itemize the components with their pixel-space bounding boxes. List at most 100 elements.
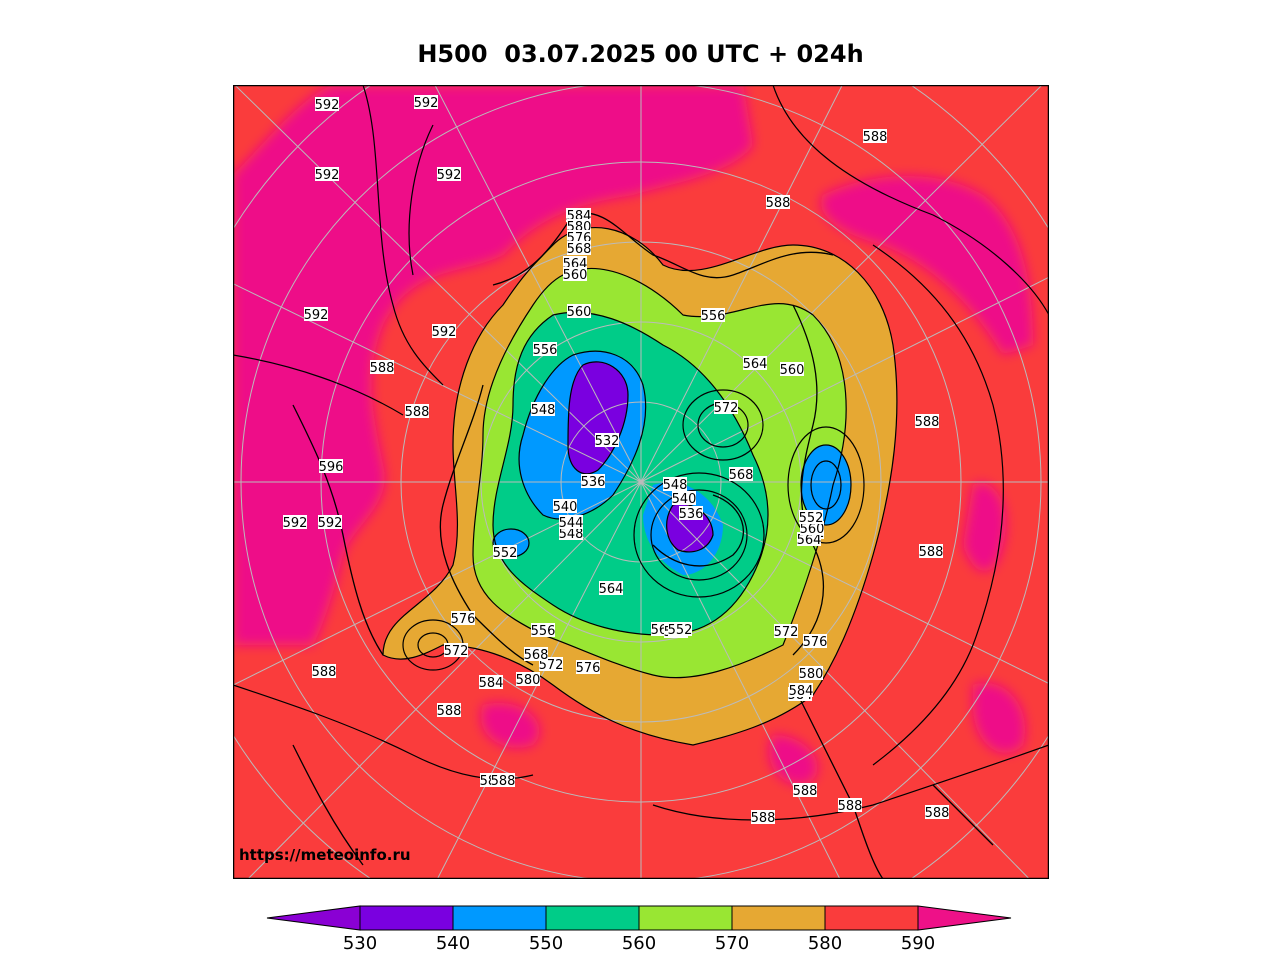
colorbar-segment (731, 905, 826, 931)
contour-label: 588 (915, 414, 940, 430)
svg-text:560: 560 (780, 363, 805, 378)
contour-label: 572 (714, 400, 739, 416)
svg-text:596: 596 (319, 460, 344, 475)
contour-label: 544 (559, 515, 583, 531)
contour-label: 552 (668, 622, 693, 638)
svg-text:580: 580 (516, 673, 541, 688)
contour-label: 576 (803, 634, 827, 650)
svg-text:552: 552 (668, 623, 693, 638)
svg-text:540: 540 (672, 492, 697, 507)
contour-label: 592 (304, 307, 328, 323)
contour-label: 596 (319, 459, 344, 475)
contour-label: 568 (524, 647, 549, 663)
svg-text:588: 588 (838, 799, 863, 814)
contour-label: 592 (315, 167, 339, 183)
svg-text:564: 564 (743, 357, 768, 372)
svg-text:588: 588 (766, 196, 791, 211)
contour-label: 576 (576, 660, 601, 676)
svg-text:588: 588 (437, 704, 462, 719)
contour-label: 592 (414, 95, 438, 111)
svg-text:588: 588 (919, 545, 944, 560)
svg-text:540: 540 (553, 500, 578, 515)
svg-text:576: 576 (576, 661, 601, 676)
contour-label: 568 (729, 467, 753, 483)
contour-label: 588 (793, 783, 818, 799)
contour-label: 560 (563, 267, 588, 283)
contour-label: 556 (531, 623, 556, 639)
contour-label: 564 (743, 356, 768, 372)
contour-label: 560 (780, 362, 805, 378)
contour-label: 588 (925, 805, 950, 821)
contour-label: 540 (553, 499, 578, 515)
colorbar-segment (452, 905, 547, 931)
contour-label: 548 (531, 402, 555, 418)
svg-text:572: 572 (539, 658, 564, 673)
svg-text:568: 568 (524, 648, 549, 663)
svg-text:552: 552 (799, 511, 824, 526)
svg-text:564: 564 (797, 533, 822, 548)
graticule (233, 85, 1049, 879)
contour-label: 592 (283, 515, 307, 531)
geopotential-map: 592 592 592 592 592 588 588 588 596 592 588 588 588 5… (233, 85, 1049, 879)
svg-text:588: 588 (915, 415, 940, 430)
contour-label: 532 (595, 433, 619, 449)
svg-text:560: 560 (567, 305, 592, 320)
svg-text:588: 588 (925, 806, 950, 821)
svg-text:592: 592 (318, 516, 343, 531)
svg-text:556: 556 (701, 309, 726, 324)
svg-text:560: 560 (563, 268, 588, 283)
svg-text:588: 588 (751, 811, 776, 826)
svg-text:552: 552 (493, 546, 518, 561)
svg-text:568: 568 (567, 242, 592, 257)
contour-label: 564 (599, 581, 623, 597)
contour-label: 568 (567, 241, 592, 257)
contour-label: 588 (312, 664, 337, 680)
colorbar-extend-high (917, 905, 1012, 931)
contour-label: 552 (493, 545, 518, 561)
svg-text:536: 536 (679, 507, 704, 522)
contour-label: 588 (370, 360, 394, 376)
contour-label: 540 (672, 491, 697, 507)
contour-label: 592 (437, 167, 461, 183)
watermark: https://meteoinfo.ru (239, 846, 411, 864)
svg-text:588: 588 (793, 784, 818, 799)
colorbar-segment (545, 905, 640, 931)
contour-label: 592 (432, 324, 457, 340)
contour-label: 588 (405, 404, 429, 420)
contour-label: 572 (774, 624, 799, 640)
contour-label: 536 (679, 506, 704, 522)
contour-label: 576 (451, 611, 475, 627)
svg-text:536: 536 (581, 475, 606, 490)
contour-label: 548 (663, 477, 688, 493)
contour-label: 588 (766, 195, 791, 211)
contour-label: 560 (567, 304, 592, 320)
contour-label: 592 (315, 97, 339, 113)
colorbar-segment (824, 905, 919, 931)
svg-text:556: 556 (531, 624, 556, 639)
contour-label: 556 (701, 308, 726, 324)
contour-label: 588 (838, 798, 863, 814)
svg-text:588: 588 (312, 665, 337, 680)
colorbar-tick-label: 540 (436, 933, 470, 953)
coastlines (292, 212, 994, 879)
colorbar-extend-low (266, 905, 361, 931)
high-590-regions (233, 85, 1033, 785)
contour-label: 592 (318, 515, 343, 531)
contour-label: 588 (863, 129, 888, 145)
colorbar-tick-label: 530 (343, 933, 377, 953)
colorbar-tick-label: 560 (622, 933, 656, 953)
svg-text:548: 548 (663, 478, 688, 493)
svg-text:592: 592 (432, 325, 457, 340)
colorbar-segments (266, 905, 1012, 931)
svg-text:584: 584 (789, 684, 814, 699)
colorbar-tick-label: 570 (715, 933, 749, 953)
svg-text:556: 556 (533, 343, 558, 358)
colorbar-ticks: 530 540 550 560 570 580 590 (343, 933, 935, 953)
colorbar-segment (638, 905, 733, 931)
svg-text:572: 572 (714, 401, 739, 416)
svg-text:588: 588 (863, 130, 888, 145)
svg-text:588: 588 (491, 774, 516, 789)
contour-label: 556 (533, 342, 558, 358)
svg-text:572: 572 (774, 625, 799, 640)
contour-label: 580 (516, 672, 541, 688)
